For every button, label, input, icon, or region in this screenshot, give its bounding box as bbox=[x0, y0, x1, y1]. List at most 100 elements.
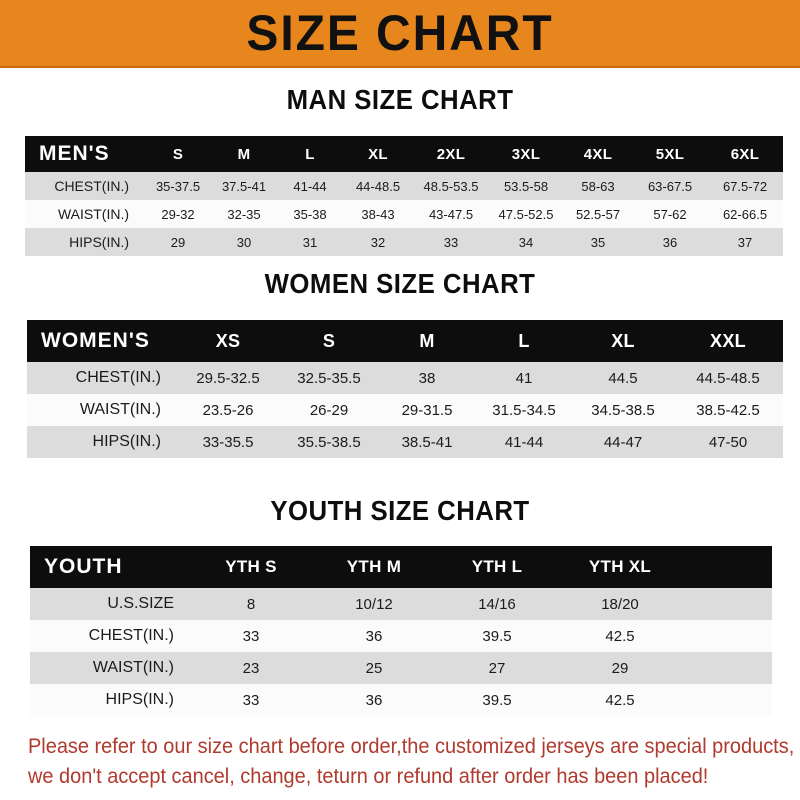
men-size-3xl: 3XL bbox=[489, 136, 563, 172]
youth-size-l: YTH L bbox=[436, 546, 558, 588]
youth-waist-xl: 29 bbox=[558, 652, 682, 684]
table-row: U.S.SIZE 8 10/12 14/16 18/20 bbox=[30, 588, 772, 620]
men-waist-3xl: 47.5-52.5 bbox=[489, 200, 563, 228]
women-hips-m: 38.5-41 bbox=[379, 426, 475, 458]
youth-chest-xl: 42.5 bbox=[558, 620, 682, 652]
youth-size-table: YOUTH YTH S YTH M YTH L YTH XL U.S.SIZE … bbox=[30, 546, 772, 716]
youth-chest-s: 33 bbox=[190, 620, 312, 652]
women-hips-s: 35.5-38.5 bbox=[279, 426, 379, 458]
men-waist-6xl: 62-66.5 bbox=[707, 200, 783, 228]
women-chest-m: 38 bbox=[379, 362, 475, 394]
men-size-s: S bbox=[145, 136, 211, 172]
women-header-label: WOMEN'S bbox=[27, 320, 177, 362]
men-waist-s: 29-32 bbox=[145, 200, 211, 228]
women-waist-xxl: 38.5-42.5 bbox=[673, 394, 783, 426]
banner-title: SIZE CHART bbox=[246, 5, 554, 61]
women-header-row: WOMEN'S XS S M L XL XXL bbox=[27, 320, 783, 362]
women-size-l: L bbox=[475, 320, 573, 362]
men-size-5xl: 5XL bbox=[633, 136, 707, 172]
men-chest-3xl: 53.5-58 bbox=[489, 172, 563, 200]
youth-waist-l: 27 bbox=[436, 652, 558, 684]
men-table-head: MEN'S S M L XL 2XL 3XL 4XL 5XL 6XL bbox=[25, 136, 783, 172]
men-chest-label: CHEST(IN.) bbox=[25, 172, 145, 200]
men-chest-4xl: 58-63 bbox=[563, 172, 633, 200]
youth-header-row: YOUTH YTH S YTH M YTH L YTH XL bbox=[30, 546, 772, 588]
men-size-2xl: 2XL bbox=[413, 136, 489, 172]
women-chest-s: 32.5-35.5 bbox=[279, 362, 379, 394]
youth-waist-label: WAIST(IN.) bbox=[30, 652, 190, 684]
women-waist-xs: 23.5-26 bbox=[177, 394, 279, 426]
youth-waist-spacer bbox=[682, 652, 772, 684]
men-waist-label: WAIST(IN.) bbox=[25, 200, 145, 228]
men-size-table-wrapper: MEN'S S M L XL 2XL 3XL 4XL 5XL 6XL CHEST… bbox=[25, 136, 783, 256]
women-table-body: CHEST(IN.) 29.5-32.5 32.5-35.5 38 41 44.… bbox=[27, 362, 783, 458]
youth-size-table-wrapper: YOUTH YTH S YTH M YTH L YTH XL U.S.SIZE … bbox=[30, 546, 772, 716]
women-chest-xs: 29.5-32.5 bbox=[177, 362, 279, 394]
youth-hips-m: 36 bbox=[312, 684, 436, 716]
table-row: CHEST(IN.) 35-37.5 37.5-41 41-44 44-48.5… bbox=[25, 172, 783, 200]
men-chest-5xl: 63-67.5 bbox=[633, 172, 707, 200]
women-hips-l: 41-44 bbox=[475, 426, 573, 458]
youth-waist-s: 23 bbox=[190, 652, 312, 684]
men-hips-label: HIPS(IN.) bbox=[25, 228, 145, 256]
men-hips-m: 30 bbox=[211, 228, 277, 256]
table-row: WAIST(IN.) 29-32 32-35 35-38 38-43 43-47… bbox=[25, 200, 783, 228]
youth-ussize-label: U.S.SIZE bbox=[30, 588, 190, 620]
women-waist-xl: 34.5-38.5 bbox=[573, 394, 673, 426]
women-chest-l: 41 bbox=[475, 362, 573, 394]
women-size-table-wrapper: WOMEN'S XS S M L XL XXL CHEST(IN.) 29.5-… bbox=[27, 320, 783, 458]
order-policy-note: Please refer to our size chart before or… bbox=[28, 732, 794, 793]
men-header-row: MEN'S S M L XL 2XL 3XL 4XL 5XL 6XL bbox=[25, 136, 783, 172]
women-hips-label: HIPS(IN.) bbox=[27, 426, 177, 458]
youth-hips-spacer bbox=[682, 684, 772, 716]
women-hips-xxl: 47-50 bbox=[673, 426, 783, 458]
men-header-label: MEN'S bbox=[25, 136, 145, 172]
youth-table-body: U.S.SIZE 8 10/12 14/16 18/20 CHEST(IN.) … bbox=[30, 588, 772, 716]
men-waist-m: 32-35 bbox=[211, 200, 277, 228]
youth-size-xl: YTH XL bbox=[558, 546, 682, 588]
men-hips-2xl: 33 bbox=[413, 228, 489, 256]
men-waist-5xl: 57-62 bbox=[633, 200, 707, 228]
men-chest-s: 35-37.5 bbox=[145, 172, 211, 200]
youth-size-s: YTH S bbox=[190, 546, 312, 588]
youth-waist-m: 25 bbox=[312, 652, 436, 684]
youth-header-label: YOUTH bbox=[30, 546, 190, 588]
youth-hips-s: 33 bbox=[190, 684, 312, 716]
women-hips-xs: 33-35.5 bbox=[177, 426, 279, 458]
men-hips-3xl: 34 bbox=[489, 228, 563, 256]
men-waist-2xl: 43-47.5 bbox=[413, 200, 489, 228]
youth-ussize-s: 8 bbox=[190, 588, 312, 620]
table-row: CHEST(IN.) 33 36 39.5 42.5 bbox=[30, 620, 772, 652]
women-chest-xxl: 44.5-48.5 bbox=[673, 362, 783, 394]
men-hips-l: 31 bbox=[277, 228, 343, 256]
youth-hips-xl: 42.5 bbox=[558, 684, 682, 716]
men-size-table: MEN'S S M L XL 2XL 3XL 4XL 5XL 6XL CHEST… bbox=[25, 136, 783, 256]
youth-hips-l: 39.5 bbox=[436, 684, 558, 716]
man-section-title: MAN SIZE CHART bbox=[286, 84, 514, 115]
men-table-body: CHEST(IN.) 35-37.5 37.5-41 41-44 44-48.5… bbox=[25, 172, 783, 256]
youth-ussize-spacer bbox=[682, 588, 772, 620]
women-table-head: WOMEN'S XS S M L XL XXL bbox=[27, 320, 783, 362]
men-hips-5xl: 36 bbox=[633, 228, 707, 256]
youth-chest-l: 39.5 bbox=[436, 620, 558, 652]
women-hips-xl: 44-47 bbox=[573, 426, 673, 458]
men-waist-l: 35-38 bbox=[277, 200, 343, 228]
youth-hips-label: HIPS(IN.) bbox=[30, 684, 190, 716]
table-row: CHEST(IN.) 29.5-32.5 32.5-35.5 38 41 44.… bbox=[27, 362, 783, 394]
table-row: HIPS(IN.) 33-35.5 35.5-38.5 38.5-41 41-4… bbox=[27, 426, 783, 458]
men-size-l: L bbox=[277, 136, 343, 172]
youth-chest-m: 36 bbox=[312, 620, 436, 652]
table-row: HIPS(IN.) 29 30 31 32 33 34 35 36 37 bbox=[25, 228, 783, 256]
table-row: HIPS(IN.) 33 36 39.5 42.5 bbox=[30, 684, 772, 716]
men-chest-m: 37.5-41 bbox=[211, 172, 277, 200]
men-chest-l: 41-44 bbox=[277, 172, 343, 200]
men-chest-2xl: 48.5-53.5 bbox=[413, 172, 489, 200]
women-size-xxl: XXL bbox=[673, 320, 783, 362]
youth-size-m: YTH M bbox=[312, 546, 436, 588]
men-hips-4xl: 35 bbox=[563, 228, 633, 256]
men-waist-xl: 38-43 bbox=[343, 200, 413, 228]
men-chest-6xl: 67.5-72 bbox=[707, 172, 783, 200]
women-size-table: WOMEN'S XS S M L XL XXL CHEST(IN.) 29.5-… bbox=[27, 320, 783, 458]
youth-table-head: YOUTH YTH S YTH M YTH L YTH XL bbox=[30, 546, 772, 588]
